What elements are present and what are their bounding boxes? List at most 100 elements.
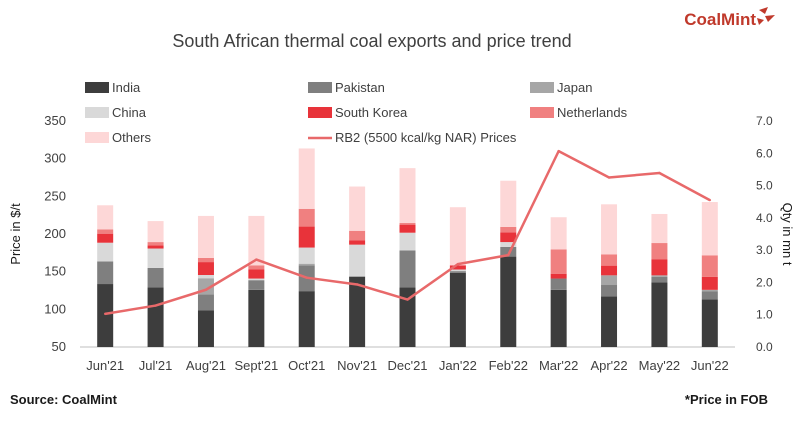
price-point <box>406 298 409 301</box>
chart-title: South African thermal coal exports and p… <box>172 31 571 51</box>
bar-stack <box>147 221 164 347</box>
bar-segment <box>197 294 214 311</box>
price-point <box>708 198 712 202</box>
price-point <box>355 283 359 286</box>
bar-segment <box>298 226 315 248</box>
bar-segment <box>651 275 668 277</box>
bar-segment <box>97 242 114 262</box>
bar-stack <box>550 217 567 347</box>
legend-item: Japan <box>530 80 592 95</box>
bar-segment <box>651 243 668 260</box>
bar-segment <box>701 289 718 292</box>
y-tick-label: 50 <box>52 339 66 354</box>
legend-label: China <box>112 105 147 120</box>
bar-segment <box>550 289 567 347</box>
bar-segment <box>248 269 265 279</box>
legend-swatch <box>308 107 332 118</box>
bar-segment <box>651 259 668 276</box>
bar-segment <box>349 276 366 347</box>
y2-tick-label: 5.0 <box>756 179 773 193</box>
price-point <box>658 171 661 175</box>
legend-item: RB2 (5500 kcal/kg NAR) Prices <box>308 130 517 145</box>
bar-segment <box>197 262 214 276</box>
bar-segment <box>298 263 315 266</box>
bar-segment <box>349 275 366 277</box>
x-tick-label: Feb'22 <box>489 358 528 373</box>
bar-segment <box>197 257 214 263</box>
legend-item: Netherlands <box>530 105 628 120</box>
bar-segment <box>97 205 114 230</box>
bar-segment <box>298 208 315 227</box>
bar-segment <box>298 291 315 347</box>
legend-item: China <box>85 105 147 120</box>
legend-label: Netherlands <box>557 105 628 120</box>
y2-tick-label: 2.0 <box>756 275 773 289</box>
bar-segment <box>399 250 416 288</box>
x-tick-label: Nov'21 <box>337 358 377 373</box>
bar-segment <box>550 249 567 274</box>
y2-tick-label: 4.0 <box>756 211 773 225</box>
bar-stack <box>449 207 466 347</box>
bar-segment <box>399 223 416 225</box>
y-tick-label: 200 <box>44 226 66 241</box>
bar-segment <box>399 232 416 250</box>
legend-label: Others <box>112 130 152 145</box>
bar-segment <box>248 289 265 347</box>
bar-segment <box>601 265 618 276</box>
y2-axis-title: Qty in mn t <box>780 203 795 266</box>
bar-segment <box>97 229 114 234</box>
legend-item: India <box>85 80 141 95</box>
price-point <box>255 258 258 261</box>
bar-segment <box>500 246 517 257</box>
bar-segment <box>449 207 466 266</box>
price-point <box>154 304 157 307</box>
legend-swatch <box>530 107 554 118</box>
bar-segment <box>701 276 718 290</box>
x-axis-labels: Jun'21 Jul'21 Aug'21 Sept'21 Oct'21 Nov'21 Dec… <box>86 358 729 373</box>
legend-label: Japan <box>557 80 592 95</box>
source-note: Source: CoalMint <box>10 392 118 407</box>
y2-tick-label: 7.0 <box>756 114 773 128</box>
legend-label: Pakistan <box>335 80 385 95</box>
bar-segment <box>197 275 214 279</box>
bar-stack <box>248 215 265 347</box>
bar-segment <box>147 287 164 347</box>
y2-tick-label: 0.0 <box>756 340 773 354</box>
bar-stack <box>399 168 416 347</box>
bar-stack <box>500 180 517 347</box>
fob-note: *Price in FOB <box>685 392 768 407</box>
bar-segment <box>349 244 366 276</box>
bar-segment <box>349 240 366 245</box>
price-point <box>557 149 560 153</box>
bar-stack <box>701 202 718 347</box>
bar-segment <box>601 296 618 347</box>
x-tick-label: Jul'21 <box>139 358 173 373</box>
bar-segment <box>97 233 114 243</box>
bar-segment <box>147 242 164 246</box>
bar-segment <box>651 213 668 244</box>
legend-label: South Korea <box>335 105 408 120</box>
y-tick-label: 300 <box>44 151 66 166</box>
x-tick-label: Jun'22 <box>691 358 729 373</box>
bar-segment <box>449 272 466 347</box>
bar-segment <box>701 255 718 277</box>
x-tick-label: Sept'21 <box>235 358 279 373</box>
bar-segment <box>550 278 567 290</box>
bar-segment <box>248 215 265 266</box>
bar-segment <box>550 217 567 250</box>
bar-segment <box>399 168 416 224</box>
bar-stack <box>601 204 618 347</box>
bar-segment <box>500 232 517 243</box>
price-point <box>103 312 107 316</box>
bar-segment <box>449 269 466 272</box>
bar-segment <box>248 280 265 290</box>
bars <box>97 148 718 347</box>
price-point <box>305 276 308 279</box>
y2-tick-label: 3.0 <box>756 243 773 257</box>
bar-segment <box>147 245 164 249</box>
price-line-layer <box>103 149 712 316</box>
legend-item: Pakistan <box>308 80 385 95</box>
bar-segment <box>399 287 416 347</box>
